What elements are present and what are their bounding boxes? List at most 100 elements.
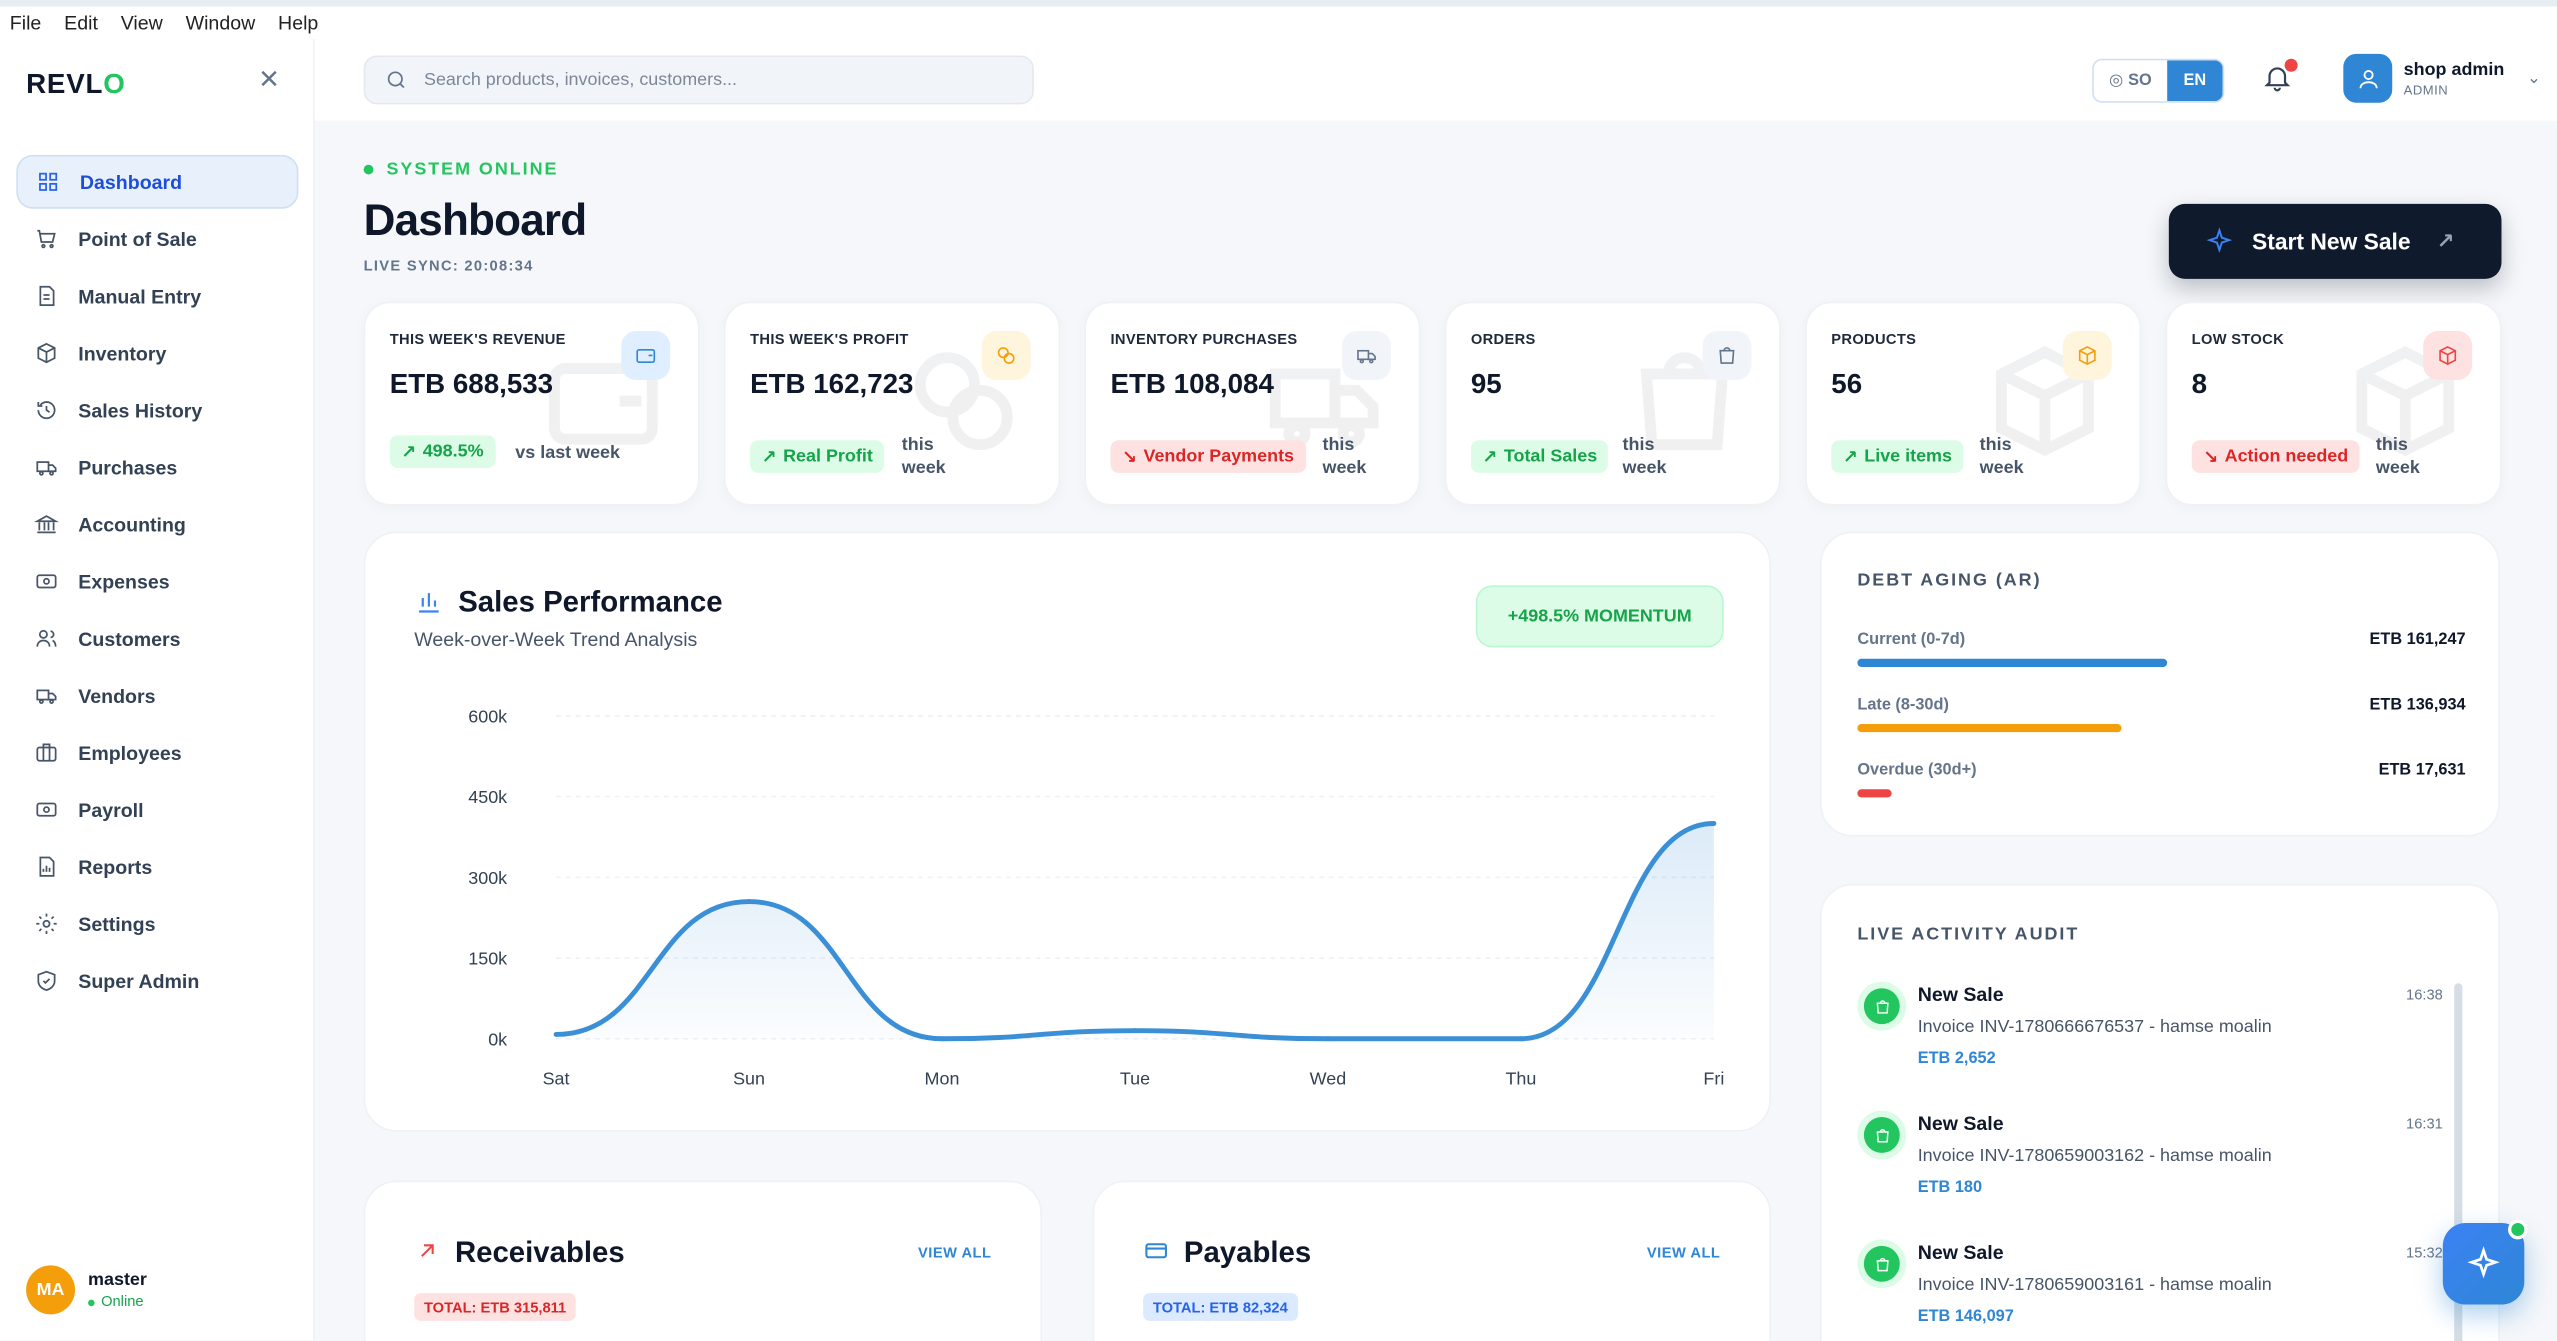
start-new-sale-label: Start New Sale (2251, 228, 2411, 255)
sparkle-icon (2206, 227, 2233, 253)
debt-row: Overdue (30d+) ETB 17,631 (1857, 761, 2466, 798)
debt-value: ETB 136,934 (2369, 696, 2466, 715)
stat-badge-label: 498.5% (422, 441, 484, 462)
stat-card-low-stock[interactable]: LOW STOCK 8 ↘ Action needed this week (2165, 301, 2502, 506)
sales-point-tue[interactable] (1132, 1028, 1138, 1034)
stat-label: LOW STOCK (2191, 331, 2285, 348)
sidebar-item-expenses[interactable]: Expenses (16, 554, 298, 608)
search-icon (387, 71, 405, 89)
stat-label: THIS WEEK'S REVENUE (389, 331, 566, 348)
sidebar-item-point-of-sale[interactable]: Point of Sale (16, 212, 298, 266)
stat-card-products[interactable]: PRODUCTS 56 ↗ Live items this week (1805, 301, 2142, 506)
stat-badge: ↘ Action needed (2191, 440, 2360, 473)
shopping-bag-icon (1702, 331, 1752, 380)
menu-bar: File Edit View Window Help (0, 6, 2557, 40)
sidebar-item-payroll[interactable]: Payroll (16, 783, 298, 837)
sidebar-item-inventory[interactable]: Inventory (16, 326, 298, 380)
stat-badge: ↗ Total Sales (1470, 440, 1609, 473)
trend-icon: ↗ (761, 447, 777, 468)
close-sidebar-icon[interactable]: ✕ (258, 66, 280, 95)
trend-icon: ↘ (1121, 447, 1137, 468)
sidebar-item-purchases[interactable]: Purchases (16, 440, 298, 494)
live-sync-time: LIVE SYNC: 20:08:34 (363, 257, 534, 274)
activity-scrollbar[interactable] (2454, 983, 2463, 1341)
brand-logo[interactable]: REVLO (26, 68, 126, 101)
sales-point-thu[interactable] (1518, 1036, 1524, 1042)
sidebar-item-settings[interactable]: Settings (16, 897, 298, 951)
stat-card-inventory-purchases[interactable]: INVENTORY PURCHASES ETB 108,084 ↘ Vendor Pa… (1084, 301, 1421, 506)
stat-badge: ↗ Live items (1831, 440, 1964, 473)
debt-row: Current (0-7d) ETB 161,247 (1857, 631, 2466, 667)
header-user-role: ADMIN (2403, 82, 2449, 98)
credit-card-icon (1143, 1238, 1169, 1272)
debt-aging-title: DEBT AGING (AR) (1857, 570, 2042, 591)
payables-view-all-link[interactable]: VIEW ALL (1646, 1244, 1721, 1261)
sidebar-item-accounting[interactable]: Accounting (16, 497, 298, 551)
stat-card-orders[interactable]: ORDERS 95 ↗ Total Sales this week (1444, 301, 1781, 506)
stat-value: ETB 688,533 (389, 368, 554, 400)
stat-card-this-week-s-revenue[interactable]: THIS WEEK'S REVENUE ETB 688,533 ↗ 498.5% vs … (363, 301, 700, 506)
truck-icon-watermark (1259, 336, 1389, 466)
sidebar-item-label: Customers (78, 627, 181, 650)
sidebar-item-customers[interactable]: Customers (16, 612, 298, 666)
sales-point-sat[interactable] (553, 1032, 559, 1037)
sidebar-item-vendors[interactable]: Vendors (16, 669, 298, 723)
lang-so-button[interactable]: ◎ SO (2094, 60, 2167, 101)
sidebar-user[interactable]: MA master Online (26, 1265, 147, 1315)
sidebar-item-dashboard[interactable]: Dashboard (16, 154, 299, 209)
menu-view[interactable]: View (120, 11, 163, 35)
menu-help[interactable]: Help (278, 11, 319, 35)
sales-point-mon[interactable] (939, 1036, 945, 1042)
sidebar-item-manual-entry[interactable]: Manual Entry (16, 269, 298, 323)
debt-aging-card: DEBT AGING (AR) Current (0-7d) ETB 161,24… (1819, 531, 2500, 837)
user-icon (2358, 69, 2377, 88)
search-box[interactable] (363, 55, 1034, 105)
banknote-icon (33, 797, 59, 823)
arrow-up-right-icon (414, 1238, 440, 1272)
start-new-sale-button[interactable]: Start New Sale ↗ (2168, 203, 2502, 279)
lang-en-button[interactable]: EN (2166, 60, 2223, 102)
sidebar-item-reports[interactable]: Reports (16, 840, 298, 894)
sidebar-user-name: master (88, 1270, 147, 1290)
coins-icon (981, 331, 1031, 380)
stat-badge-label: Vendor Payments (1143, 446, 1295, 467)
page-title: Dashboard (363, 195, 587, 245)
receivables-view-all-link[interactable]: VIEW ALL (917, 1244, 992, 1261)
stat-subtext: this week (901, 435, 946, 478)
stat-card-this-week-s-profit[interactable]: THIS WEEK'S PROFIT ETB 162,723 ↗ Real Profi… (724, 301, 1060, 506)
debt-value: ETB 17,631 (2378, 761, 2466, 780)
notifications-button[interactable] (2262, 58, 2298, 98)
debt-bar (1857, 789, 1892, 798)
coins-icon-watermark (899, 336, 1029, 466)
wallet-icon-watermark (538, 336, 668, 466)
top-header: ◎SO EN shop admin ADMIN ⌄ (314, 39, 2557, 121)
search-input[interactable] (423, 70, 1012, 90)
menu-window[interactable]: Window (185, 11, 256, 35)
stat-badge-label: Action needed (2224, 446, 2349, 467)
ai-assistant-button[interactable] (2442, 1219, 2528, 1305)
activity-time: 16:31 (2406, 1115, 2443, 1132)
briefcase-icon (33, 740, 59, 766)
menu-edit[interactable]: Edit (64, 11, 98, 35)
shield-icon (33, 968, 59, 994)
x-tick-label: Sat (543, 1068, 570, 1088)
debt-row: Late (8-30d) ETB 136,934 (1857, 696, 2466, 733)
truck-icon (1342, 331, 1391, 380)
activity-card: LIVE ACTIVITY AUDIT New Sale 16:38 Invoice… (1819, 883, 2500, 1341)
box-icon (33, 340, 59, 366)
banknote-icon (33, 568, 59, 594)
sidebar-item-sales-history[interactable]: Sales History (16, 383, 298, 437)
sales-title: Sales Performance (458, 585, 723, 619)
user-menu[interactable]: shop admin ADMIN ⌄ (2343, 53, 2541, 103)
sidebar: REVLO ✕ Dashboard Point of Sale Manual Ent… (0, 39, 315, 1341)
sidebar-item-employees[interactable]: Employees (16, 726, 298, 780)
sales-point-sun[interactable] (746, 899, 752, 904)
stat-subtext: this week (1979, 435, 2024, 478)
language-switch[interactable]: ◎ SO EN (2092, 58, 2225, 103)
sales-point-wed[interactable] (1325, 1036, 1331, 1042)
sales-point-fri[interactable] (1711, 821, 1717, 826)
stat-value: 8 (2191, 368, 2208, 400)
sidebar-item-super-admin[interactable]: Super Admin (16, 954, 298, 1008)
debt-bar (1857, 658, 2168, 667)
menu-file[interactable]: File (9, 11, 42, 35)
